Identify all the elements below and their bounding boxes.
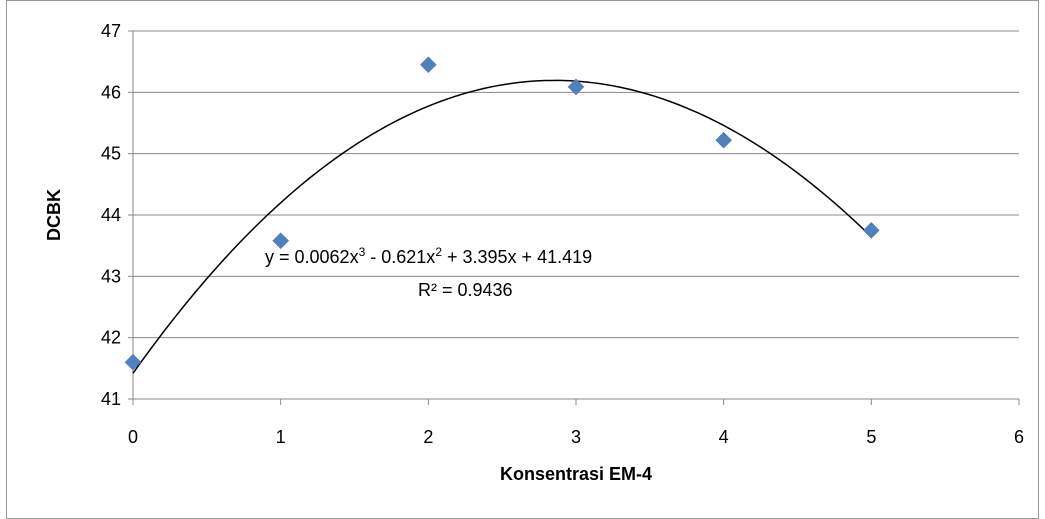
trendline-r-squared: R² = 0.9436 (418, 280, 513, 300)
x-tick-label-5: 5 (866, 427, 876, 447)
y-tick-label-43: 43 (101, 266, 121, 286)
x-tick-label-1: 1 (276, 427, 286, 447)
y-axis-title: DCBK (44, 189, 64, 241)
x-tick-label-2: 2 (423, 427, 433, 447)
data-point-4 (715, 131, 733, 149)
data-point-5 (862, 221, 880, 239)
y-tick-label-45: 45 (101, 144, 121, 164)
x-tick-label-0: 0 (128, 427, 138, 447)
chart-border (6, 0, 1039, 519)
data-point-1 (272, 232, 290, 250)
data-point-0 (124, 353, 142, 371)
x-tick-label-3: 3 (571, 427, 581, 447)
data-point-2 (419, 56, 437, 74)
data-points (124, 56, 880, 371)
data-point-3 (567, 78, 585, 96)
polynomial-trendline (132, 79, 872, 374)
x-tick-label-6: 6 (1014, 427, 1024, 447)
trendline-equation: y = 0.0062x3 - 0.621x2 + 3.395x + 41.419 (265, 245, 592, 267)
y-tick-label-46: 46 (101, 82, 121, 102)
x-axis-title: Konsentrasi EM-4 (500, 464, 652, 484)
y-tick-label-47: 47 (101, 21, 121, 41)
y-tick-label-44: 44 (101, 205, 121, 225)
trendline-layer (132, 79, 872, 374)
x-tick-label-4: 4 (719, 427, 729, 447)
y-tick-label-41: 41 (101, 389, 121, 409)
y-tick-label-42: 42 (101, 328, 121, 348)
